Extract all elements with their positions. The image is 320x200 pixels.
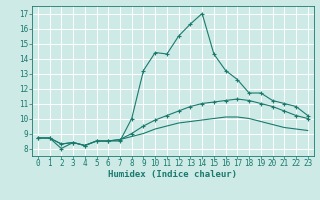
X-axis label: Humidex (Indice chaleur): Humidex (Indice chaleur)	[108, 170, 237, 179]
